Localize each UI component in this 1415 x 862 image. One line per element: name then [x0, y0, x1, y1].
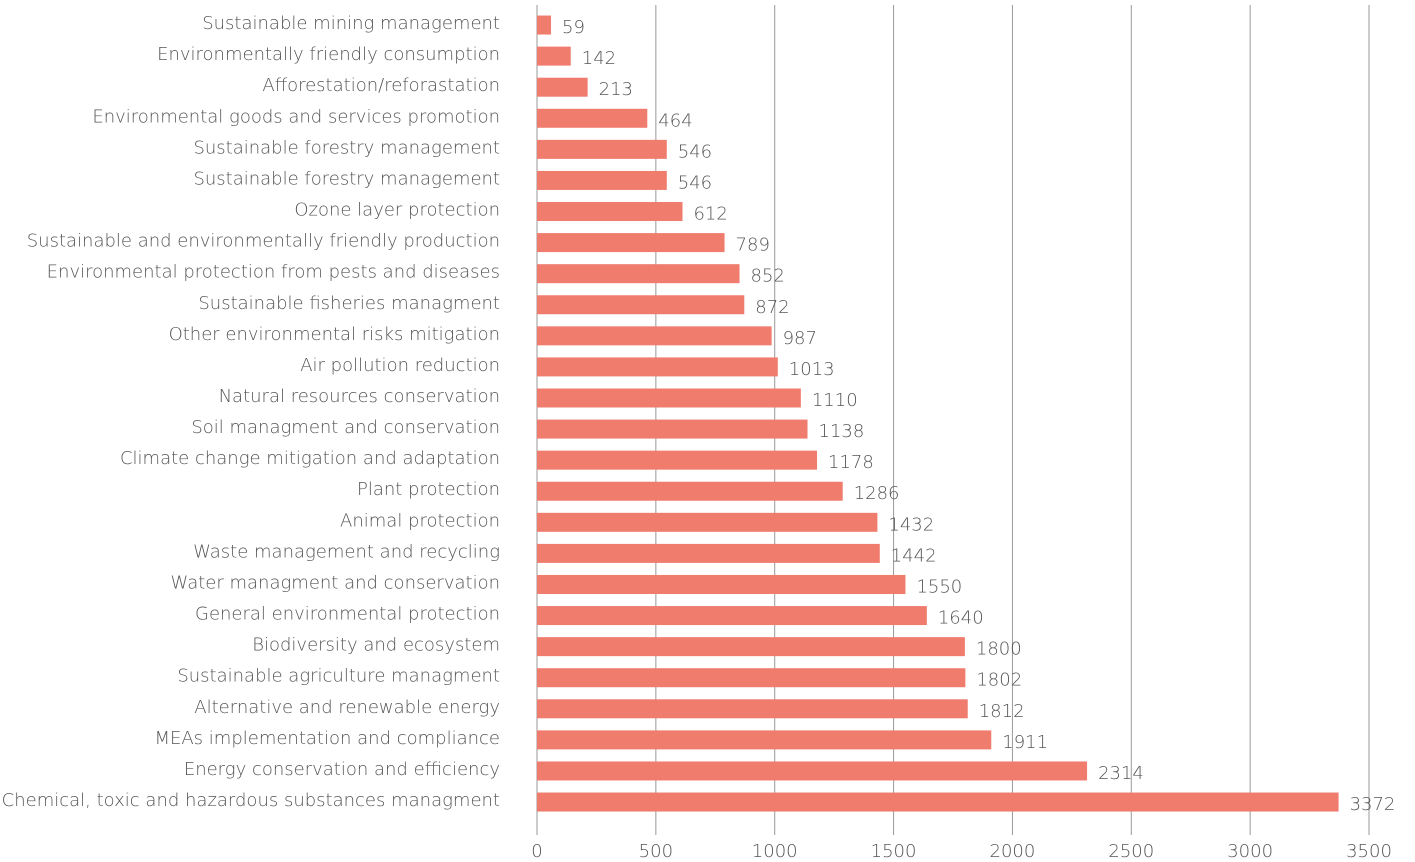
bar	[537, 326, 772, 346]
y-tick-label: General environmental protection	[195, 604, 500, 625]
bar	[537, 481, 843, 501]
bar	[537, 46, 571, 66]
value-label: 1640	[938, 608, 984, 629]
y-tick-label: Chemical, toxic and hazardous substances…	[2, 790, 500, 811]
y-tick-label: Sustainable mining management	[202, 13, 500, 34]
y-tick-label: Water managment and conservation	[171, 572, 500, 593]
value-label: 59	[562, 17, 585, 38]
value-label: 1550	[916, 576, 962, 597]
y-tick-label: Other environmental risks mitigation	[169, 324, 500, 345]
y-tick-label: Natural resources conservation	[219, 386, 500, 407]
y-tick-label: Alternative and renewable energy	[194, 697, 500, 718]
bar	[537, 730, 992, 750]
y-tick-label: Sustainable agriculture managment	[177, 666, 500, 687]
value-label: 987	[783, 328, 817, 349]
bar	[537, 761, 1088, 781]
value-label: 1286	[854, 483, 900, 504]
x-tick-label: 2000	[990, 841, 1036, 862]
y-tick-label: Animal protection	[340, 510, 500, 531]
bar	[537, 108, 648, 128]
value-label: 872	[755, 297, 789, 318]
y-tick-label: MEAs implementation and compliance	[154, 728, 500, 749]
x-tick-label: 2500	[1108, 841, 1154, 862]
bar	[537, 450, 818, 470]
x-tick-label: 1000	[752, 841, 798, 862]
x-tick-label: 1500	[871, 841, 917, 862]
bar	[537, 233, 725, 253]
bar	[537, 512, 878, 532]
y-tick-label: Sustainable fisheries managment	[198, 293, 500, 314]
y-tick-label: Afforestation/reforastation	[262, 75, 500, 96]
value-label: 213	[599, 79, 633, 100]
y-tick-label: Energy conservation and efficiency	[184, 759, 500, 780]
value-label: 142	[582, 48, 616, 69]
bar	[537, 668, 966, 688]
value-label: 1178	[828, 452, 874, 473]
bar	[537, 637, 965, 657]
y-tick-label: Soil managment and conservation	[191, 417, 500, 438]
y-tick-label: Environmental goods and services promoti…	[92, 106, 500, 127]
bar	[537, 264, 740, 284]
value-label: 1138	[819, 421, 865, 442]
value-label: 852	[751, 266, 785, 287]
y-tick-label: Biodiversity and ecosystem	[252, 635, 500, 656]
bar	[537, 357, 778, 377]
x-tick-label: 3500	[1346, 841, 1392, 862]
bar	[537, 543, 880, 563]
value-label: 546	[678, 141, 712, 162]
y-tick-label: Plant protection	[357, 479, 500, 500]
y-tick-label: Air pollution reduction	[300, 355, 500, 376]
bar	[537, 419, 808, 439]
y-tick-label: Environmentally friendly consumption	[157, 44, 500, 65]
x-tick-label: 0	[531, 841, 542, 862]
value-label: 546	[678, 172, 712, 193]
x-tick-label: 3000	[1227, 841, 1273, 862]
bar	[537, 170, 667, 190]
value-label: 1911	[1002, 732, 1048, 753]
value-label: 612	[693, 204, 727, 225]
bar	[537, 699, 968, 719]
y-tick-label: Climate change mitigation and adaptation	[120, 448, 500, 469]
value-label: 789	[736, 235, 770, 256]
value-label: 1802	[976, 670, 1022, 691]
bar	[537, 202, 683, 222]
value-label: 2314	[1098, 763, 1144, 784]
bar	[537, 295, 745, 315]
y-tick-label: Sustainable and environmentally friendly…	[27, 231, 500, 252]
value-label: 1432	[888, 514, 934, 535]
value-label: 3372	[1350, 794, 1396, 815]
y-tick-label: Waste management and recycling	[193, 541, 500, 562]
y-tick-label: Ozone layer protection	[294, 200, 500, 221]
y-tick-label: Sustainable forestry management	[193, 137, 500, 158]
bar	[537, 574, 906, 594]
bar	[537, 139, 667, 159]
y-tick-label: Sustainable forestry management	[193, 168, 500, 189]
value-label: 1812	[979, 701, 1025, 722]
bar	[537, 606, 927, 626]
bar	[537, 77, 588, 97]
y-tick-label: Environmental protection from pests and …	[47, 262, 500, 283]
value-label: 1110	[812, 390, 858, 411]
bar	[537, 792, 1339, 812]
value-label: 1442	[891, 545, 937, 566]
bar	[537, 388, 801, 408]
value-label: 1013	[789, 359, 835, 380]
x-tick-label: 500	[639, 841, 673, 862]
value-label: 1800	[976, 639, 1022, 660]
value-label: 464	[658, 110, 692, 131]
bar	[537, 15, 552, 35]
